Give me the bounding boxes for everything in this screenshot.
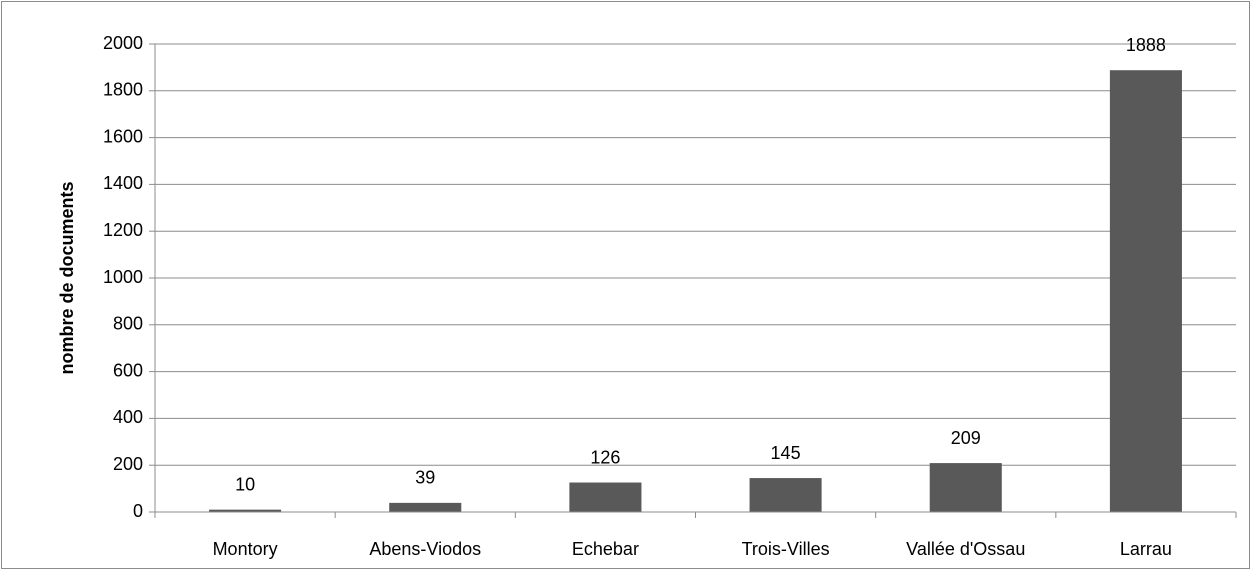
y-tick-label: 1400 — [103, 173, 143, 193]
x-tick-label: Abens-Viodos — [369, 539, 481, 559]
x-tick-label: Echebar — [572, 539, 639, 559]
data-label: 145 — [771, 443, 801, 463]
bar — [1109, 70, 1182, 512]
bar — [749, 478, 822, 512]
y-tick-label: 600 — [113, 360, 143, 380]
bar — [569, 482, 642, 512]
y-tick-label: 1000 — [103, 267, 143, 287]
bar — [389, 502, 462, 512]
x-tick-label: Larrau — [1120, 539, 1172, 559]
bar — [929, 463, 1002, 512]
data-label: 209 — [951, 428, 981, 448]
data-label: 126 — [590, 447, 620, 467]
x-tick-label: Montory — [213, 539, 278, 559]
y-tick-label: 800 — [113, 314, 143, 334]
x-tick-label: Trois-Villes — [742, 539, 830, 559]
y-tick-label: 1200 — [103, 220, 143, 240]
y-tick-label: 2000 — [103, 33, 143, 53]
bar — [209, 509, 282, 512]
data-label: 10 — [235, 474, 255, 494]
y-tick-label: 0 — [133, 501, 143, 521]
x-tick-label: Vallée d'Ossau — [906, 539, 1025, 559]
y-tick-label: 200 — [113, 454, 143, 474]
y-axis-label: nombre de documents — [57, 181, 77, 374]
y-tick-label: 1800 — [103, 80, 143, 100]
y-tick-label: 1600 — [103, 126, 143, 146]
y-tick-label: 400 — [113, 407, 143, 427]
data-label: 39 — [415, 468, 435, 488]
data-label: 1888 — [1126, 35, 1166, 55]
